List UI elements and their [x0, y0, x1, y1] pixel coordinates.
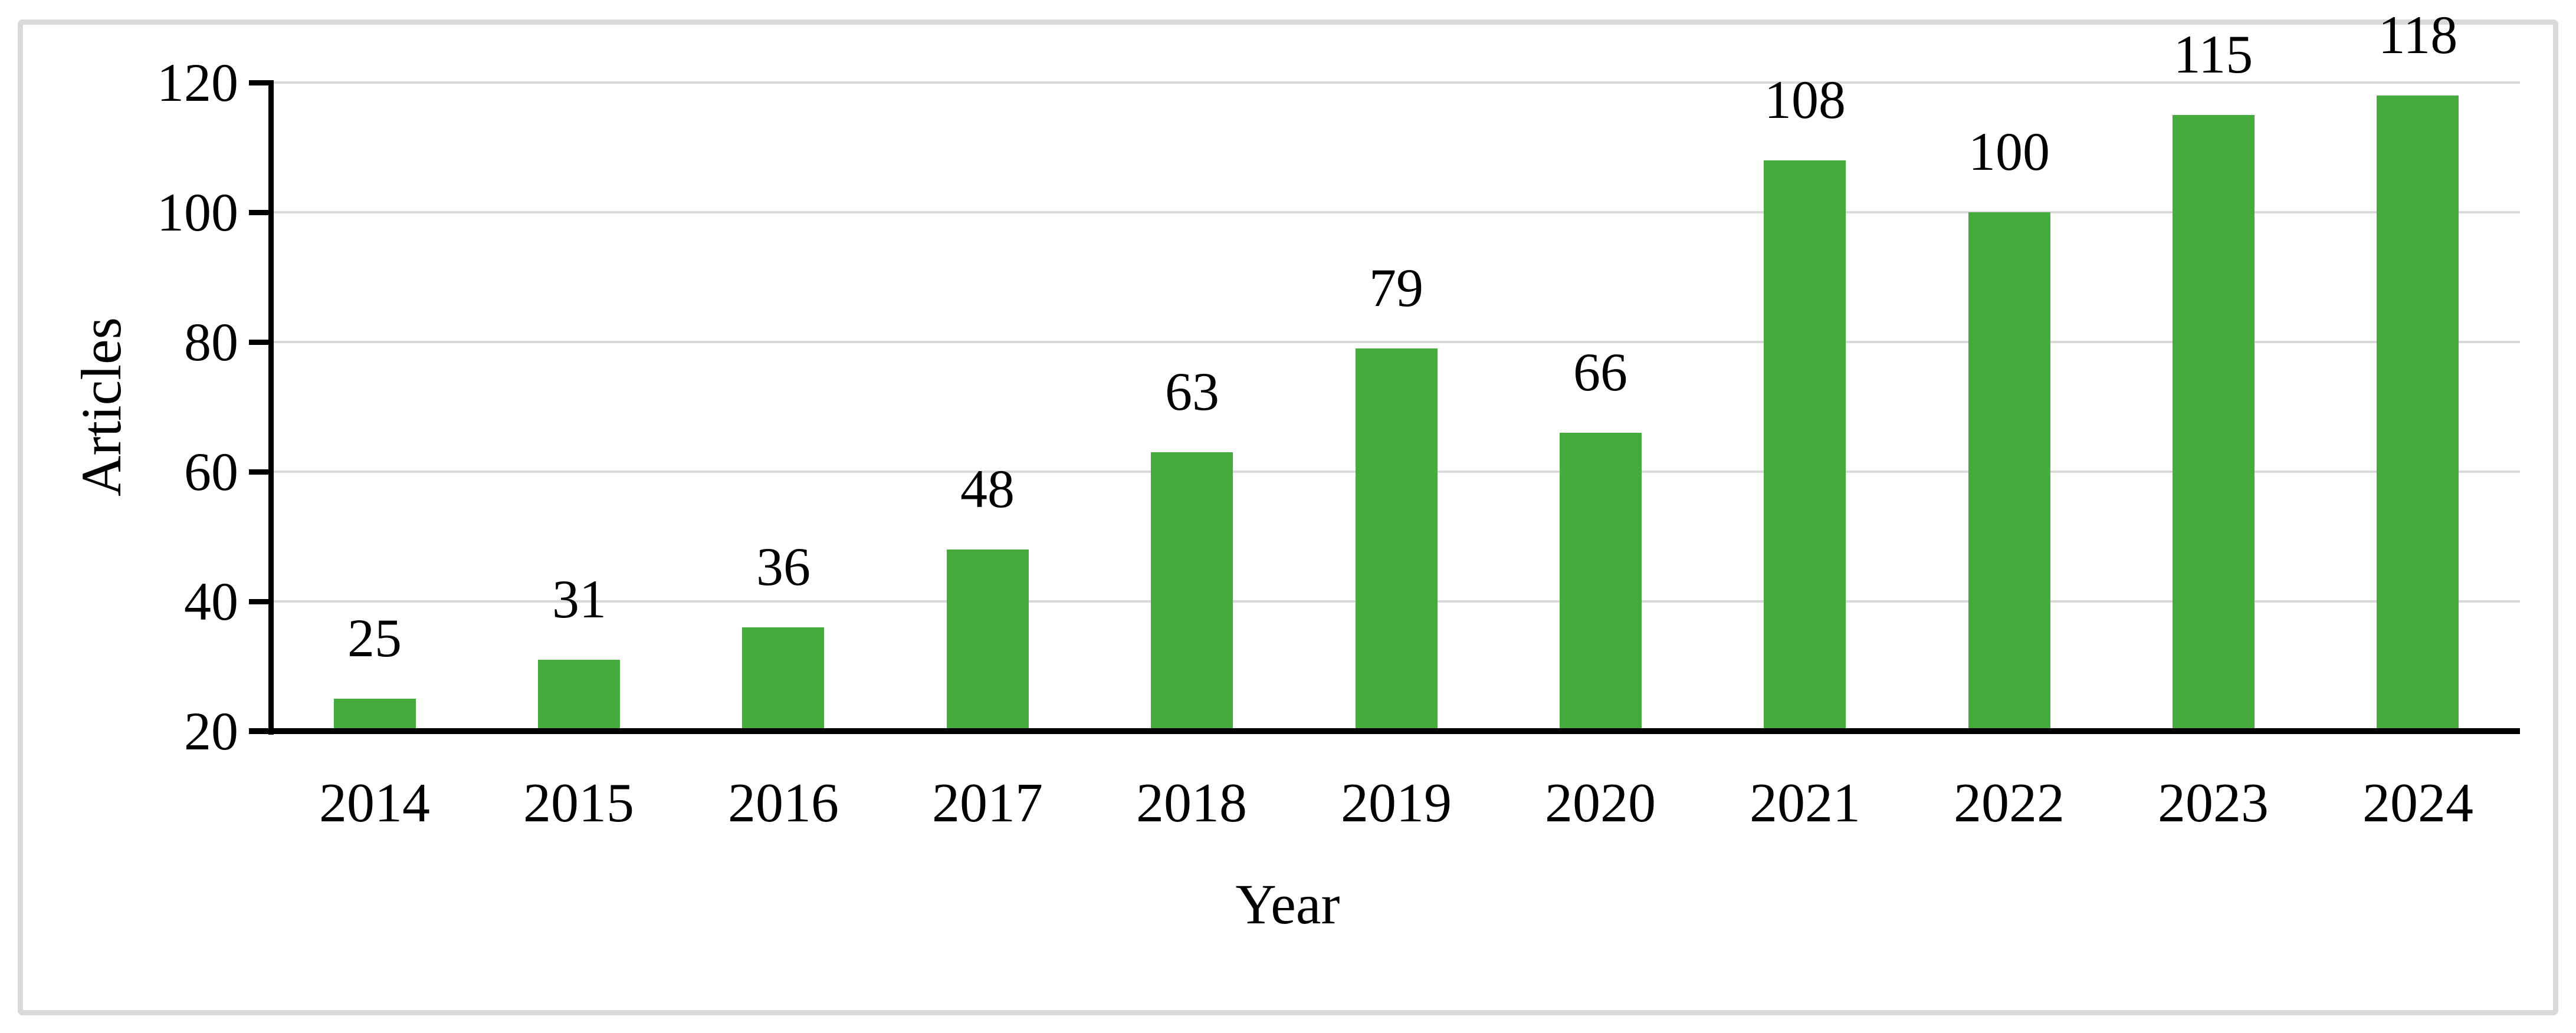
- y-axis-title: Articles: [70, 317, 133, 496]
- y-axis-tick: [249, 469, 273, 475]
- y-axis-tick-label: 100: [157, 182, 238, 242]
- bar: [334, 699, 416, 731]
- bar-value-label: 36: [756, 537, 810, 597]
- y-axis-tick-label: 60: [184, 442, 238, 502]
- bar-value-label: 25: [347, 608, 402, 668]
- bar-value-label: 118: [2378, 5, 2458, 65]
- bar: [2377, 96, 2459, 731]
- x-axis-title: Year: [1235, 873, 1340, 936]
- bar: [538, 660, 620, 731]
- y-axis-tick-label: 40: [184, 571, 238, 631]
- x-axis-tick-label: 2015: [523, 772, 634, 834]
- bar: [1151, 452, 1233, 731]
- bar: [2173, 115, 2255, 731]
- bar: [1356, 348, 1438, 731]
- bar-value-label: 115: [2173, 24, 2253, 84]
- x-axis-tick-label: 2014: [319, 772, 430, 834]
- bar: [1560, 433, 1642, 731]
- bar-value-label: 31: [552, 569, 606, 629]
- y-axis-line: [268, 80, 274, 735]
- bar-value-label: 48: [960, 459, 1015, 519]
- bar: [947, 550, 1029, 731]
- x-axis-tick-label: 2017: [932, 772, 1043, 834]
- bar: [1968, 212, 2050, 731]
- x-axis-tick-label: 2021: [1750, 772, 1860, 834]
- x-axis-tick-label: 2019: [1341, 772, 1452, 834]
- bar: [1764, 160, 1846, 731]
- bar-value-label: 100: [1968, 121, 2050, 182]
- bar-value-label: 66: [1573, 342, 1627, 402]
- gridline: [273, 81, 2520, 84]
- y-axis-tick-label: 120: [157, 52, 238, 113]
- y-axis-tick-label: 80: [184, 312, 238, 372]
- x-axis-tick-label: 2024: [2362, 772, 2473, 834]
- y-axis-tick-label: 20: [184, 701, 238, 761]
- bar-value-label: 63: [1165, 361, 1219, 422]
- bar-value-label: 108: [1764, 70, 1846, 130]
- gridline: [273, 341, 2520, 343]
- y-axis-tick: [249, 80, 273, 85]
- y-axis-tick: [249, 599, 273, 604]
- x-axis-tick-label: 2016: [728, 772, 839, 834]
- y-axis-tick: [249, 210, 273, 215]
- x-axis-line: [249, 728, 2520, 734]
- x-axis-tick-label: 2018: [1136, 772, 1247, 834]
- x-axis-tick-label: 2020: [1545, 772, 1656, 834]
- x-axis-tick-label: 2023: [2158, 772, 2269, 834]
- x-axis-tick-label: 2022: [1954, 772, 2065, 834]
- y-axis-tick: [249, 340, 273, 345]
- gridline: [273, 211, 2520, 213]
- bar-value-label: 79: [1369, 258, 1423, 318]
- figure-frame: [18, 19, 2558, 1015]
- bar: [742, 627, 824, 731]
